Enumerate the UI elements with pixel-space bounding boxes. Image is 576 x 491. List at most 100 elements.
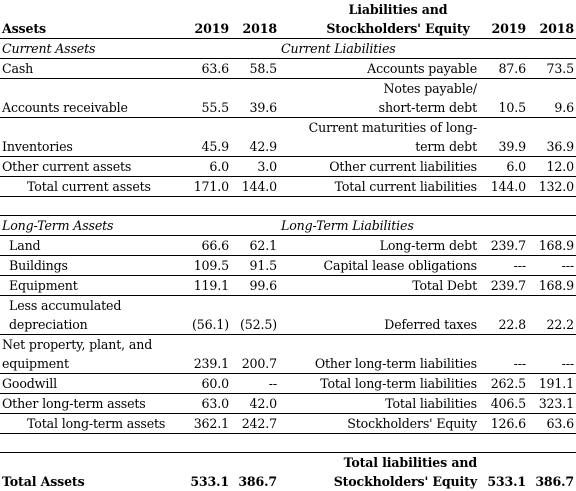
liability-2019: 406.5 bbox=[479, 394, 528, 414]
liability-2018: 323.1 bbox=[528, 394, 576, 414]
asset-2019: 239.1 bbox=[183, 335, 231, 374]
assets-header: Assets bbox=[0, 0, 183, 39]
asset-label: Other long-term assets bbox=[0, 394, 183, 414]
asset-2019: 109.5 bbox=[183, 256, 231, 276]
table-row: Goodwill 60.0 -- Total long-term liabili… bbox=[0, 374, 576, 394]
liability-2018: 168.9 bbox=[528, 276, 576, 296]
asset-2019: 63.0 bbox=[183, 394, 231, 414]
asset-2018: 200.7 bbox=[231, 335, 279, 374]
liability-2019: 39.9 bbox=[479, 118, 528, 157]
liability-2019: 87.6 bbox=[479, 59, 528, 79]
table-row: Total current assets 171.0 144.0 Total c… bbox=[0, 177, 576, 197]
total-assets-2018: 386.7 bbox=[231, 453, 279, 491]
table-row: Net property, plant, and equipment 239.1… bbox=[0, 335, 576, 374]
asset-2019: 63.6 bbox=[183, 59, 231, 79]
table-row: Total long-term assets 362.1 242.7 Stock… bbox=[0, 414, 576, 434]
asset-label: Other current assets bbox=[0, 157, 183, 177]
asset-label: Equipment bbox=[0, 276, 183, 296]
table-row: Inventories 45.9 42.9 Current maturities… bbox=[0, 118, 576, 157]
liability-label: Deferred taxes bbox=[279, 296, 479, 335]
liability-label: Total long-term liabilities bbox=[279, 374, 479, 394]
asset-2019: 45.9 bbox=[183, 118, 231, 157]
liability-label: Capital lease obligations bbox=[279, 256, 479, 276]
asset-2019: 60.0 bbox=[183, 374, 231, 394]
asset-label: Land bbox=[0, 236, 183, 256]
liabilities-header: Liabilities and Stockholders' Equity bbox=[279, 0, 479, 39]
asset-label: Total long-term assets bbox=[0, 414, 183, 434]
asset-2018: 91.5 bbox=[231, 256, 279, 276]
liability-2019: 22.8 bbox=[479, 296, 528, 335]
asset-label: Accounts receivable bbox=[0, 79, 183, 118]
asset-2018: 3.0 bbox=[231, 157, 279, 177]
asset-label: Less accumulated depreciation bbox=[0, 296, 183, 335]
liability-label: Stockholders' Equity bbox=[279, 414, 479, 434]
liability-2018: 132.0 bbox=[528, 177, 576, 197]
liability-label: Other long-term liabilities bbox=[279, 335, 479, 374]
asset-2018: 58.5 bbox=[231, 59, 279, 79]
liability-2018: 191.1 bbox=[528, 374, 576, 394]
liability-2018: 9.6 bbox=[528, 79, 576, 118]
table-row: Cash 63.6 58.5 Accounts payable 87.6 73.… bbox=[0, 59, 576, 79]
liability-2018: 63.6 bbox=[528, 414, 576, 434]
section-title-row: Current Assets Current Liabilities bbox=[0, 39, 576, 59]
asset-label: Buildings bbox=[0, 256, 183, 276]
asset-2018: 99.6 bbox=[231, 276, 279, 296]
liability-2019: 239.7 bbox=[479, 276, 528, 296]
liability-2019: --- bbox=[479, 335, 528, 374]
liability-label: Total Debt bbox=[279, 276, 479, 296]
liability-label: Accounts payable bbox=[279, 59, 479, 79]
liability-2018: --- bbox=[528, 335, 576, 374]
long-term-liabilities-title: Long-Term Liabilities bbox=[279, 216, 479, 236]
asset-2018: 144.0 bbox=[231, 177, 279, 197]
liability-2018: 36.9 bbox=[528, 118, 576, 157]
asset-2019: (56.1) bbox=[183, 296, 231, 335]
asset-2019: 55.5 bbox=[183, 79, 231, 118]
total-assets-label: Total Assets bbox=[0, 453, 183, 491]
year-2019-header: 2019 bbox=[183, 0, 231, 39]
table-row: Less accumulated depreciation (56.1) (52… bbox=[0, 296, 576, 335]
year-2018-header-liab: 2018 bbox=[528, 0, 576, 39]
table-row: Accounts receivable 55.5 39.6 Notes paya… bbox=[0, 79, 576, 118]
table-row: Equipment 119.1 99.6 Total Debt 239.7 16… bbox=[0, 276, 576, 296]
asset-2019: 362.1 bbox=[183, 414, 231, 434]
liability-2019: --- bbox=[479, 256, 528, 276]
asset-2018: (52.5) bbox=[231, 296, 279, 335]
asset-2019: 6.0 bbox=[183, 157, 231, 177]
liability-2018: 73.5 bbox=[528, 59, 576, 79]
asset-2019: 171.0 bbox=[183, 177, 231, 197]
total-liabilities-equity-2019: 533.1 bbox=[479, 453, 528, 491]
asset-label: Total current assets bbox=[0, 177, 183, 197]
current-assets-title: Current Assets bbox=[0, 39, 183, 59]
asset-label: Goodwill bbox=[0, 374, 183, 394]
asset-label: Net property, plant, and equipment bbox=[0, 335, 183, 374]
liability-2018: 22.2 bbox=[528, 296, 576, 335]
table-row: Land 66.6 62.1 Long-term debt 239.7 168.… bbox=[0, 236, 576, 256]
long-term-assets-title: Long-Term Assets bbox=[0, 216, 183, 236]
asset-2018: -- bbox=[231, 374, 279, 394]
liability-label: Total current liabilities bbox=[279, 177, 479, 197]
current-liabilities-title: Current Liabilities bbox=[279, 39, 479, 59]
asset-2018: 242.7 bbox=[231, 414, 279, 434]
year-2019-header-liab: 2019 bbox=[479, 0, 528, 39]
asset-2018: 39.6 bbox=[231, 79, 279, 118]
liability-label: Notes payable/ short-term debt bbox=[279, 79, 479, 118]
asset-2019: 119.1 bbox=[183, 276, 231, 296]
asset-2018: 62.1 bbox=[231, 236, 279, 256]
table-row: Other long-term assets 63.0 42.0 Total l… bbox=[0, 394, 576, 414]
spacer-row bbox=[0, 197, 576, 216]
asset-2018: 42.0 bbox=[231, 394, 279, 414]
asset-label: Inventories bbox=[0, 118, 183, 157]
liability-2019: 239.7 bbox=[479, 236, 528, 256]
liability-label: Other current liabilities bbox=[279, 157, 479, 177]
liability-label: Long-term debt bbox=[279, 236, 479, 256]
year-2018-header: 2018 bbox=[231, 0, 279, 39]
liability-label: Total liabilities bbox=[279, 394, 479, 414]
liability-2018: 12.0 bbox=[528, 157, 576, 177]
table-row: Buildings 109.5 91.5 Capital lease oblig… bbox=[0, 256, 576, 276]
header-row: Assets 2019 2018 Liabilities and Stockho… bbox=[0, 0, 576, 39]
asset-2018: 42.9 bbox=[231, 118, 279, 157]
spacer-row bbox=[0, 434, 576, 453]
liability-2018: --- bbox=[528, 256, 576, 276]
